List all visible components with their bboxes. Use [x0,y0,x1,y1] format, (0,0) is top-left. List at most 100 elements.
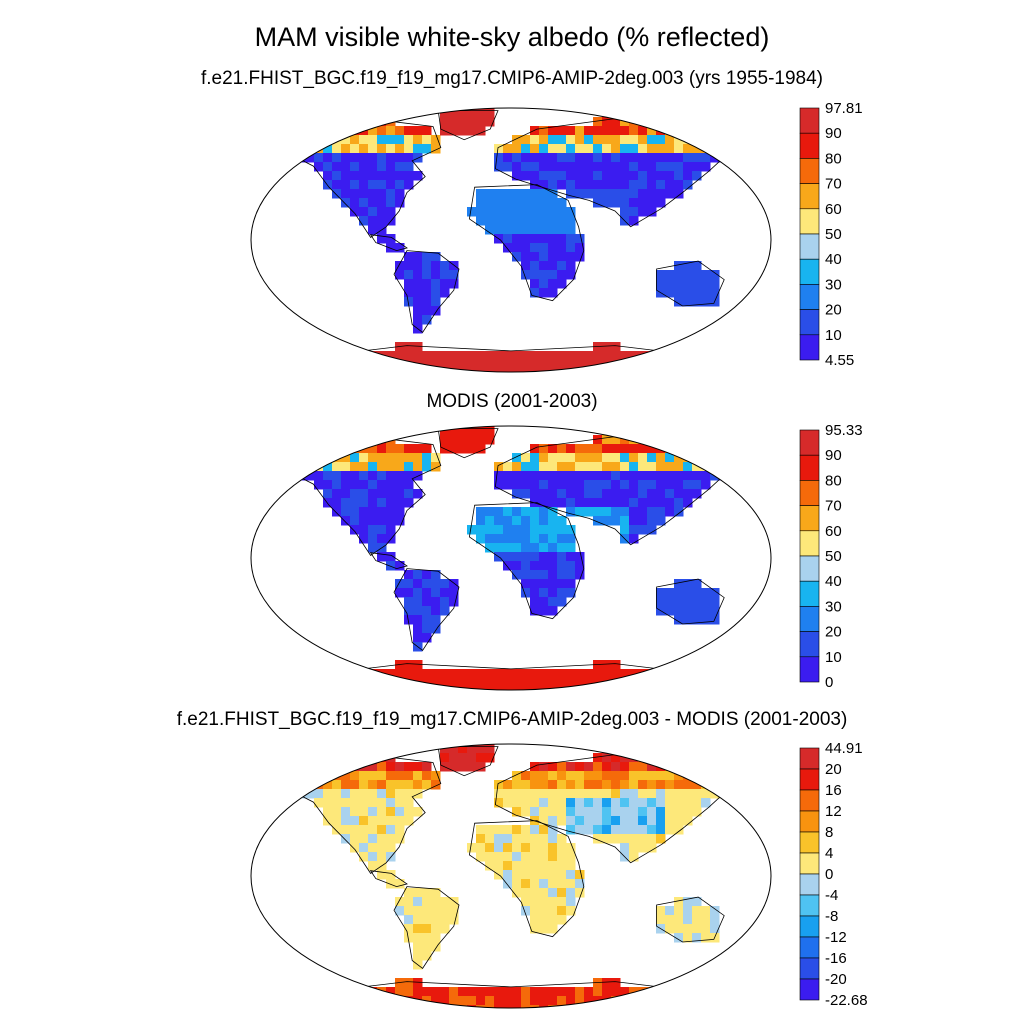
colorbar-label: 20 [825,302,842,319]
coastline-na [286,436,442,556]
colorbar-swatch [799,454,820,481]
coastline-africa [468,820,585,938]
coastline-sa [393,250,460,333]
colorbar-label: -22.68 [825,992,868,1009]
colorbar-swatch [799,831,820,854]
coastline-africa [468,184,585,302]
coastline-aus [656,896,725,943]
colorbar-label: 60 [825,523,842,540]
colorbar-swatch [799,429,820,456]
colorbar-label: 20 [825,761,842,778]
coastline-na [286,118,442,238]
colorbar-1: 97.81 90 80 70 60 50 40 30 20 10 4.55 [799,100,863,369]
colorbar-swatch [799,768,820,791]
colorbar-label: 60 [825,201,842,218]
coastline-greenland [437,428,499,459]
panel-3-title: f.e21.FHIST_BGC.f19_f19_mg17.CMIP6-AMIP-… [176,709,848,730]
colorbar-label: -20 [825,971,847,988]
colorbar-swatch [799,284,820,310]
colorbar-swatch [799,132,820,159]
colorbar-swatch [799,915,820,938]
colorbar-3: 44.91 20 16 12 8 4 0 -4 -8 -12 -16 -20 -22.68 [799,740,868,1009]
map-border [250,425,772,691]
colorbar-label: -12 [825,929,847,946]
colorbar-swatch [799,334,820,361]
colorbar-swatch [799,158,820,184]
colorbar-label: 0 [825,674,833,691]
map-border [250,107,772,373]
colorbar-swatch [799,978,820,1001]
colorbar-label: 50 [825,548,842,565]
colorbar-label: 50 [825,226,842,243]
colorbar-label: 20 [825,624,842,641]
colorbar-swatch [799,480,820,506]
colorbar-swatch [799,530,820,557]
coastline-ca [369,234,408,252]
colorbar-swatch [799,258,820,285]
colorbar-label: 70 [825,176,842,193]
coastline-ca [369,552,408,570]
colorbar-label: 8 [825,824,833,841]
colorbar-swatch [799,852,820,875]
colorbar-label: 4 [825,845,833,862]
figure-title: MAM visible white-sky albedo (% reflecte… [254,22,770,52]
colorbar-swatch [799,894,820,917]
colorbar-swatch [799,747,820,770]
coastline-greenland [437,746,499,777]
map-panel-1 [250,107,772,373]
colorbar-swatch [799,631,820,658]
colorbar-label: 30 [825,276,842,293]
colorbar-swatch [799,656,820,683]
coastline-africa [468,502,585,620]
colorbar-swatch [799,789,820,812]
colorbar-swatch [799,208,820,235]
colorbar-label: 90 [825,447,842,464]
colorbar-swatch [799,309,820,336]
colorbar-swatch [799,505,820,532]
panel-1-title: f.e21.FHIST_BGC.f19_f19_mg17.CMIP6-AMIP-… [200,68,824,89]
colorbar-label: 95.33 [825,422,863,439]
colorbar-label: 12 [825,803,842,820]
coastline-aus [656,578,725,625]
colorbar-swatch [799,810,820,833]
coastline-na [286,754,442,874]
colorbar-label: 30 [825,598,842,615]
coastline-greenland [437,110,499,141]
colorbar-label: 10 [825,327,842,344]
map-border [250,743,772,1009]
coastline-sa [393,886,460,969]
colorbar-swatch [799,936,820,959]
colorbar-swatch [799,555,820,582]
colorbar-label: 40 [825,573,842,590]
colorbar-label: -4 [825,887,838,904]
colorbar-swatch [799,107,820,134]
coastline-ca [369,870,408,888]
colorbar-label: 0 [825,866,833,883]
coastline-aus [656,260,725,307]
colorbar-swatch [799,233,820,260]
colorbar-label: 44.91 [825,740,863,757]
colorbar-swatch [799,606,820,632]
colorbar-swatch [799,873,820,896]
colorbar-label: 16 [825,782,842,799]
panel-2-title: MODIS (2001-2003) [426,391,598,412]
colorbar-label: 4.55 [825,352,854,369]
colorbar-label: -8 [825,908,838,925]
colorbar-label: -16 [825,950,847,967]
colorbar-label: 70 [825,498,842,515]
colorbar-2: 95.33 90 80 70 60 50 40 30 20 10 0 [799,422,863,691]
colorbar-label: 90 [825,125,842,142]
gridded-field [287,108,738,372]
colorbar-label: 80 [825,472,842,489]
colorbar-label: 10 [825,649,842,666]
colorbar-label: 97.81 [825,100,863,117]
colorbar-swatch [799,957,820,980]
map-panel-3 [250,743,772,1009]
colorbar-swatch [799,183,820,210]
coastline-sa [393,568,460,651]
colorbar-label: 80 [825,150,842,167]
colorbar-swatch [799,580,820,607]
colorbar-label: 40 [825,251,842,268]
map-panel-2 [250,425,772,691]
